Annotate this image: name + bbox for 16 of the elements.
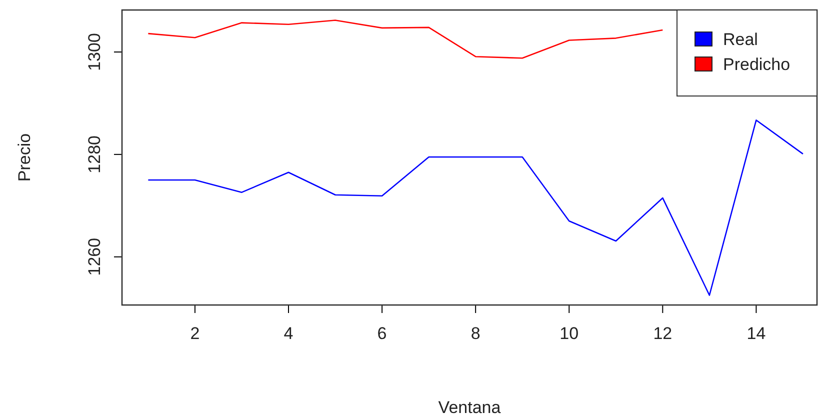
x-tick-label: 8	[470, 324, 480, 344]
legend-label: Real	[723, 30, 758, 49]
x-tick-label: 6	[377, 324, 387, 344]
x-tick-label: 4	[284, 324, 294, 344]
x-tick-label: 10	[560, 324, 579, 344]
x-tick-label: 12	[653, 324, 672, 344]
y-tick-label: 1300	[84, 33, 104, 71]
y-tick-label: 1280	[84, 136, 104, 174]
line-series	[148, 119, 804, 296]
x-axis-title: Ventana	[438, 398, 502, 417]
y-tick-label: 1260	[84, 238, 104, 276]
y-axis-title: Precio	[15, 133, 34, 182]
x-tick-label: 2	[190, 324, 200, 344]
line-series	[148, 20, 664, 59]
x-tick-label: 14	[746, 324, 766, 344]
legend-label: Predicho	[723, 55, 790, 74]
